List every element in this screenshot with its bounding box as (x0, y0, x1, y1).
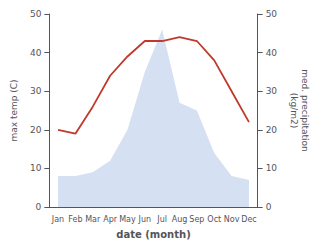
svg-text:30: 30 (266, 86, 278, 96)
svg-text:Nov: Nov (224, 215, 240, 224)
svg-text:Sep: Sep (189, 215, 204, 224)
svg-text:0: 0 (266, 202, 272, 212)
svg-text:Feb: Feb (68, 215, 82, 224)
svg-text:Jun: Jun (138, 215, 152, 224)
svg-text:10: 10 (266, 163, 278, 173)
svg-text:Jul: Jul (156, 215, 167, 224)
svg-text:0: 0 (36, 202, 42, 212)
svg-text:30: 30 (30, 86, 42, 96)
svg-text:50: 50 (266, 9, 278, 19)
svg-text:date (month): date (month) (116, 229, 190, 240)
svg-text:40: 40 (266, 48, 278, 58)
svg-text:Jan: Jan (51, 215, 64, 224)
svg-text:50: 50 (30, 9, 42, 19)
svg-text:Aug: Aug (172, 215, 188, 224)
svg-text:Mar: Mar (85, 215, 101, 224)
svg-text:40: 40 (30, 48, 42, 58)
svg-text:Oct: Oct (207, 215, 221, 224)
svg-text:Dec: Dec (241, 215, 256, 224)
svg-text:Apr: Apr (103, 215, 118, 224)
svg-text:10: 10 (30, 163, 42, 173)
svg-text:max temp (C): max temp (C) (9, 79, 19, 141)
svg-text:May: May (119, 215, 136, 224)
svg-text:med. precipitation: med. precipitation (300, 69, 310, 151)
svg-text:20: 20 (30, 125, 42, 135)
svg-text:(kg/m2): (kg/m2) (289, 93, 299, 128)
svg-text:20: 20 (266, 125, 278, 135)
